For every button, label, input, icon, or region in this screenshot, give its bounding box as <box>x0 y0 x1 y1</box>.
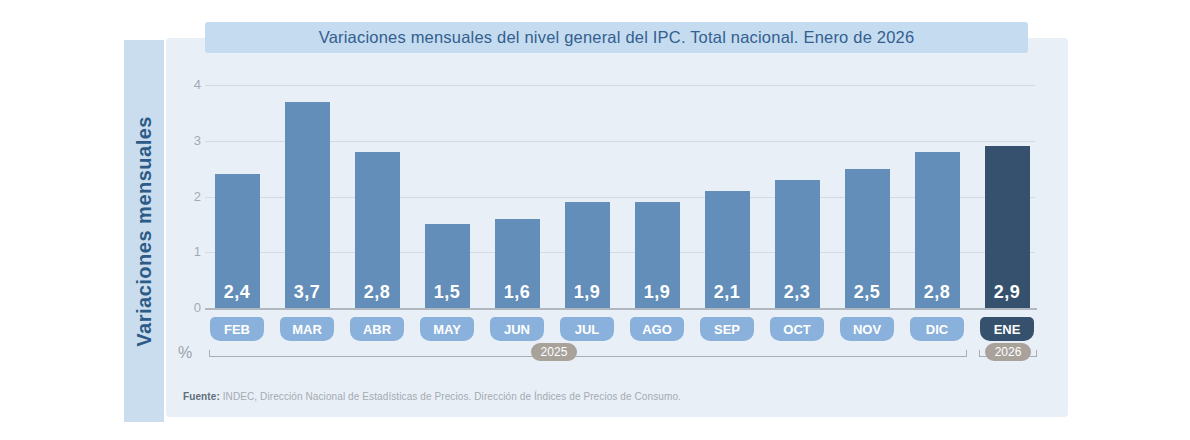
source-text: INDEC, Dirección Nacional de Estadística… <box>220 391 681 402</box>
year-bracket-2025: 2025 <box>209 350 967 357</box>
bar-feb: 2,4 <box>215 174 260 308</box>
source-label: Fuente: <box>183 391 220 402</box>
bar-ago: 1,9 <box>635 202 680 308</box>
gridline-2 <box>205 197 1035 198</box>
month-label-dic: DIC <box>910 317 964 341</box>
month-label-may: MAY <box>420 317 474 341</box>
gridline-4 <box>205 85 1035 86</box>
bar-ene: 2,9 <box>985 146 1030 308</box>
bar-value-ago: 1,9 <box>644 282 671 303</box>
y-tick-label-4: 4 <box>179 76 201 94</box>
y-tick-label-3: 3 <box>179 132 201 150</box>
bar-oct: 2,3 <box>775 180 820 308</box>
plot-area: % 012342,4FEB3,7MAR2,8ABR1,5MAY1,6JUN1,9… <box>205 85 1035 385</box>
month-label-abr: ABR <box>350 317 404 341</box>
x-axis-baseline <box>205 308 1037 310</box>
bar-value-abr: 2,8 <box>364 282 391 303</box>
bar-value-dic: 2,8 <box>924 282 951 303</box>
bar-value-may: 1,5 <box>434 282 461 303</box>
year-label-2026: 2026 <box>985 343 1031 361</box>
bar-value-jul: 1,9 <box>574 282 601 303</box>
bar-dic: 2,8 <box>915 152 960 308</box>
month-label-sep: SEP <box>700 317 754 341</box>
bar-value-feb: 2,4 <box>224 282 251 303</box>
y-tick-label-1: 1 <box>179 243 201 261</box>
bar-value-ene: 2,9 <box>994 282 1021 303</box>
month-label-jun: JUN <box>490 317 544 341</box>
source-note: Fuente: INDEC, Dirección Nacional de Est… <box>183 391 681 402</box>
chart-title: Variaciones mensuales del nivel general … <box>319 28 915 47</box>
bar-value-oct: 2,3 <box>784 282 811 303</box>
bar-may: 1,5 <box>425 224 470 308</box>
y-axis-title-band: Variaciones mensuales <box>124 40 164 422</box>
bar-value-mar: 3,7 <box>294 282 321 303</box>
y-tick-label-2: 2 <box>179 188 201 206</box>
bar-mar: 3,7 <box>285 102 330 308</box>
month-label-feb: FEB <box>210 317 264 341</box>
bar-value-nov: 2,5 <box>854 282 881 303</box>
month-label-oct: OCT <box>770 317 824 341</box>
month-label-nov: NOV <box>840 317 894 341</box>
gridline-3 <box>205 141 1035 142</box>
bar-abr: 2,8 <box>355 152 400 308</box>
bar-value-jun: 1,6 <box>504 282 531 303</box>
chart-title-box: Variaciones mensuales del nivel general … <box>205 22 1028 53</box>
month-label-ene: ENE <box>980 317 1034 341</box>
y-tick-label-0: 0 <box>179 299 201 317</box>
bar-jul: 1,9 <box>565 202 610 308</box>
bar-value-sep: 2,1 <box>714 282 741 303</box>
y-axis-title: Variaciones mensuales <box>133 116 156 347</box>
gridline-1 <box>205 252 1035 253</box>
bar-jun: 1,6 <box>495 219 540 308</box>
month-label-ago: AGO <box>630 317 684 341</box>
year-bracket-2026: 2026 <box>979 350 1037 357</box>
month-label-mar: MAR <box>280 317 334 341</box>
year-label-2025: 2025 <box>531 343 577 361</box>
bar-nov: 2,5 <box>845 169 890 308</box>
bar-sep: 2,1 <box>705 191 750 308</box>
percent-symbol: % <box>178 344 192 362</box>
month-label-jul: JUL <box>560 317 614 341</box>
